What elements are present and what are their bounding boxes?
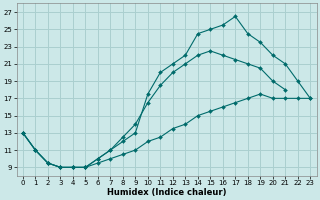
X-axis label: Humidex (Indice chaleur): Humidex (Indice chaleur) xyxy=(107,188,226,197)
